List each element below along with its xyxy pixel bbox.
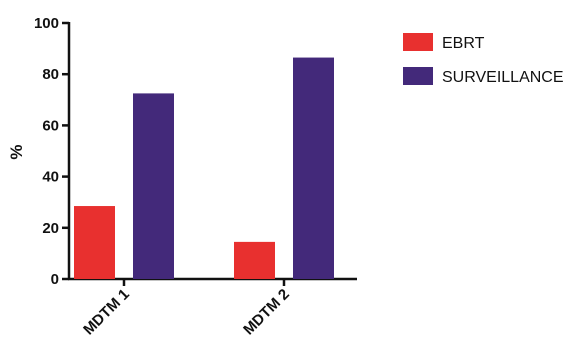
- y-axis-label: %: [7, 144, 26, 159]
- y-axis: 0 20 40 60 80 100: [34, 15, 71, 288]
- legend-swatch-ebrt: [403, 33, 433, 51]
- x-tick-label: MDTM 1: [80, 286, 133, 339]
- y-tick-label: 20: [42, 220, 59, 237]
- bar-ebrt-2: [234, 241, 275, 279]
- bar-ebrt-1: [74, 206, 115, 279]
- x-axis: MDTM 1 MDTM 2: [68, 277, 357, 339]
- y-tick-label: 40: [42, 169, 59, 186]
- legend-label-surveillance: SURVEILLANCE: [442, 69, 564, 86]
- bar-surveillance-2: [293, 57, 334, 280]
- bars: [74, 57, 334, 280]
- y-tick-label: 100: [34, 15, 59, 32]
- y-tick-label: 0: [51, 271, 59, 288]
- legend-label-ebrt: EBRT: [442, 35, 485, 52]
- legend-swatch-surveillance: [403, 67, 433, 85]
- legend: EBRT SURVEILLANCE: [403, 33, 564, 86]
- y-tick-label: 80: [42, 66, 59, 83]
- x-tick-label: MDTM 2: [240, 286, 293, 339]
- y-tick-label: 60: [42, 117, 59, 134]
- bar-surveillance-1: [133, 93, 174, 280]
